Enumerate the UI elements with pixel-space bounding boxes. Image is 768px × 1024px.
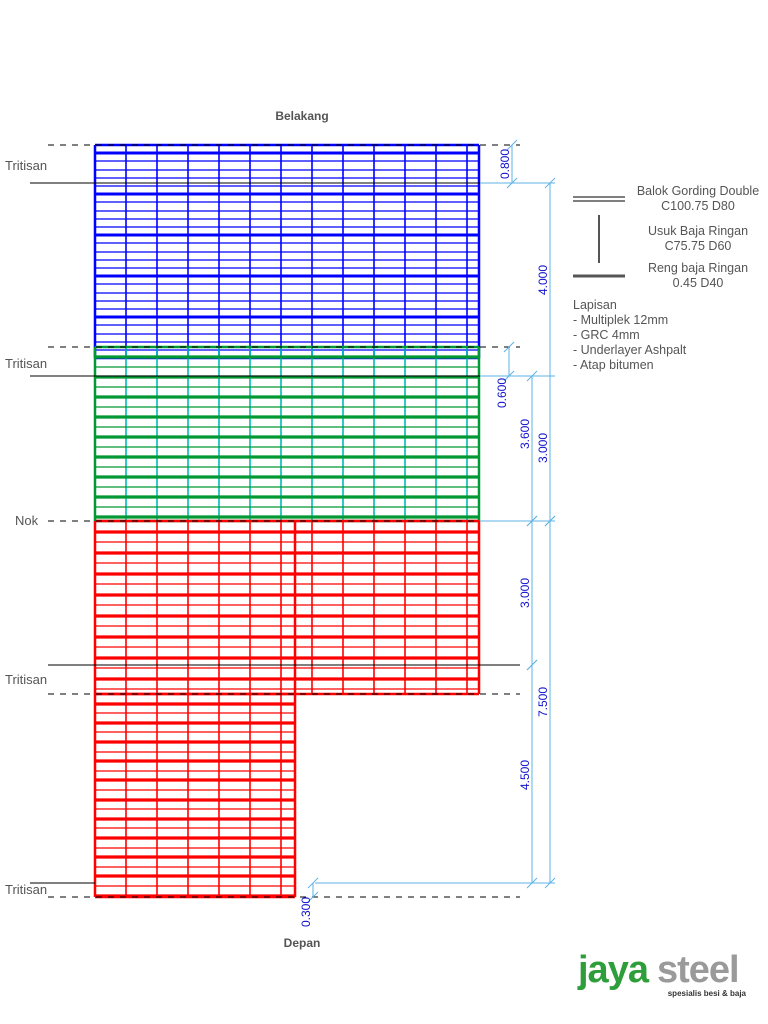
- label-depan: Depan: [284, 936, 321, 950]
- legend-usuk-1: Usuk Baja Ringan: [648, 224, 748, 238]
- lapisan-item: - Multiplek 12mm: [573, 313, 668, 327]
- dimension-tick: [526, 659, 538, 671]
- logo-tagline: spesialis besi & baja: [668, 989, 747, 998]
- dim-3000-lower: 3.000: [518, 578, 532, 608]
- rear-roof-framing: [93, 143, 481, 360]
- dim-3000-upper: 3.000: [536, 433, 550, 463]
- legend-reng-2: 0.45 D40: [673, 276, 724, 290]
- reference-lines: [30, 144, 520, 898]
- legend-gording-1: Balok Gording Double: [637, 184, 759, 198]
- dimension-tick: [503, 341, 515, 353]
- lapisan-item: - Underlayer Ashpalt: [573, 343, 687, 357]
- lapisan-title: Lapisan: [573, 298, 617, 312]
- legend-usuk-2: C75.75 D60: [665, 239, 732, 253]
- lapisan-item: - GRC 4mm: [573, 328, 640, 342]
- lapisan-item: - Atap bitumen: [573, 358, 654, 372]
- logo-steel: steel: [657, 949, 739, 991]
- front-roof-framing-lower: [93, 692, 297, 899]
- dim-0300: 0.300: [299, 897, 313, 927]
- dim-0600: 0.600: [495, 378, 509, 408]
- label-tritisan-2: Tritisan: [5, 356, 47, 371]
- label-tritisan-3: Tritisan: [5, 672, 47, 687]
- dim-3600: 3.600: [518, 419, 532, 449]
- dimension-lines: [307, 139, 556, 903]
- logo-jaya: jaya: [577, 949, 650, 991]
- legend-reng-1: Reng baja Ringan: [648, 261, 748, 275]
- middle-roof-framing: [93, 345, 481, 523]
- front-roof-framing-upper: [93, 519, 481, 696]
- dimension-tick: [307, 877, 319, 889]
- jaya-steel-logo: jaya steel spesialis besi & baja: [577, 949, 747, 998]
- label-tritisan-4: Tritisan: [5, 882, 47, 897]
- dimension-tick: [506, 139, 518, 151]
- legend-gording-2: C100.75 D80: [661, 199, 735, 213]
- dimension-tick: [307, 891, 319, 903]
- dim-7500: 7.500: [536, 687, 550, 717]
- dim-4500: 4.500: [518, 760, 532, 790]
- label-tritisan-1: Tritisan: [5, 158, 47, 173]
- dim-0800: 0.800: [498, 149, 512, 179]
- dim-4000: 4.000: [536, 265, 550, 295]
- label-belakang: Belakang: [275, 109, 328, 123]
- legend: Balok Gording Double C100.75 D80 Usuk Ba…: [573, 184, 759, 372]
- label-nok: Nok: [15, 513, 39, 528]
